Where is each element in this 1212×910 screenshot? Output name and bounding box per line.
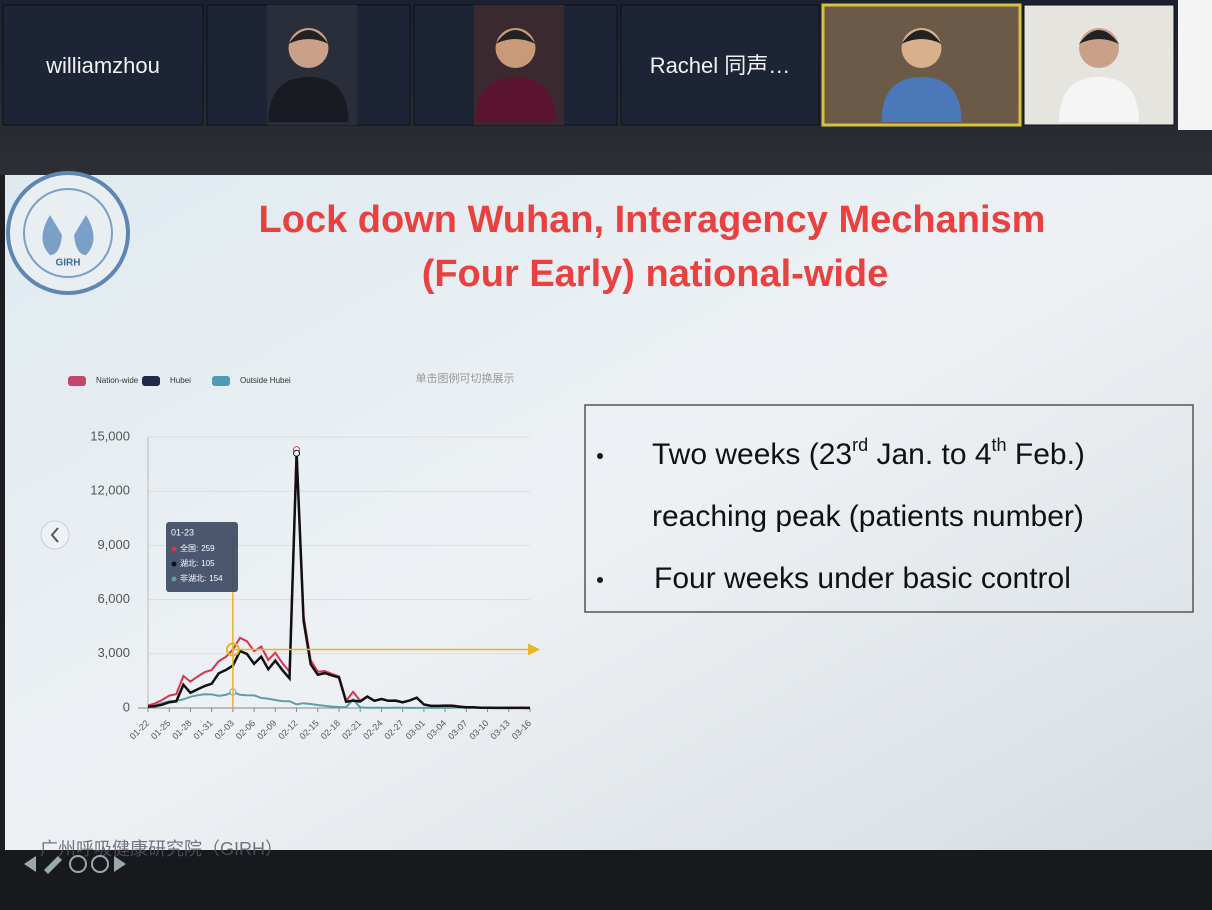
superscript: th <box>992 435 1007 455</box>
participant-tile[interactable] <box>414 5 617 125</box>
participant-tile[interactable]: williamzhou <box>3 5 203 125</box>
tooltip-item: 非湖北:154 <box>180 573 223 583</box>
legend-label[interactable]: Outside Hubei <box>240 376 291 385</box>
nav-left[interactable] <box>41 521 69 549</box>
y-tick-label: 9,000 <box>97 537 130 552</box>
participant-tile[interactable] <box>1024 5 1174 125</box>
logo-text: GIRH <box>56 258 81 269</box>
prev-button[interactable] <box>41 521 69 549</box>
bullet-text: Four weeks under basic control <box>654 562 1071 595</box>
tooltip-dot <box>172 577 177 582</box>
tooltip-label: 全国: <box>180 543 198 553</box>
tooltip-item: 全国:259 <box>180 543 215 553</box>
participant-tile[interactable] <box>823 5 1020 125</box>
superscript: rd <box>852 435 868 455</box>
logo-ring <box>8 173 128 293</box>
tooltip-value: 154 <box>209 574 223 583</box>
strip-edge <box>1178 0 1212 130</box>
tooltip-label: 湖北: <box>180 559 198 568</box>
legend-label[interactable]: Hubei <box>170 376 191 385</box>
legend-swatch <box>142 376 160 386</box>
tooltip-label: 非湖北: <box>180 573 206 583</box>
bullet-part: reaching peak (patients number) <box>652 500 1084 533</box>
tooltip-dot <box>172 562 177 567</box>
legend-hint: 单击图例可切换展示 <box>416 371 515 385</box>
y-tick-label: 12,000 <box>90 483 130 498</box>
tooltip-value: 259 <box>201 544 215 553</box>
y-tick-label: 15,000 <box>90 428 130 443</box>
bullet-part: Feb.) <box>1007 438 1085 471</box>
bullet-dot <box>597 453 603 459</box>
slide-title: Lock down Wuhan, Interagency Mechanism <box>259 199 1046 241</box>
bullet-text: Two weeks (23rd Jan. to 4th Feb.) <box>652 435 1085 471</box>
tooltip-item: 湖北:105 <box>180 559 215 568</box>
bullets: Two weeks (23rd Jan. to 4th Feb.) reachin… <box>597 435 1085 595</box>
participant-tiles: williamzhou Rachel 同声… <box>3 5 1174 125</box>
y-tick-label: 6,000 <box>97 591 130 606</box>
participant-name: Rachel 同声… <box>650 53 791 78</box>
screen: williamzhou Rachel 同声… GIRH Lock down Wuh… <box>0 0 1212 910</box>
bullet-dot <box>597 577 603 583</box>
legend-label[interactable]: Nation-wide <box>96 376 139 385</box>
bottom-bar <box>0 850 1212 910</box>
participant-tile[interactable]: Rachel 同声… <box>621 5 819 125</box>
peak-point <box>294 450 300 456</box>
participant-tile[interactable] <box>207 5 410 125</box>
bullet-part: Two weeks (23 <box>652 438 852 471</box>
tooltip-dot <box>172 547 177 552</box>
y-tick-label: 0 <box>123 699 130 714</box>
legend-swatch <box>68 376 86 386</box>
legend-swatch <box>212 376 230 386</box>
slide-title: (Four Early) national-wide <box>422 253 889 295</box>
bullet-text: reaching peak (patients number) <box>652 500 1084 533</box>
bullet-part: Jan. to 4 <box>868 438 991 471</box>
y-tick-label: 3,000 <box>97 645 130 660</box>
logo: GIRH <box>8 173 128 293</box>
participant-name: williamzhou <box>45 53 160 78</box>
bullet-part: Four weeks under basic control <box>654 562 1071 595</box>
tooltip-value: 105 <box>201 559 215 568</box>
tooltip-date: 01-23 <box>171 527 194 537</box>
